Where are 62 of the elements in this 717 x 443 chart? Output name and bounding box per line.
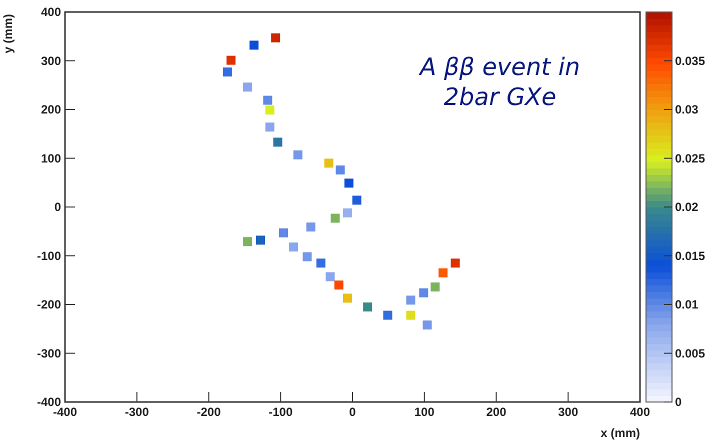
x-tick-label: 0	[349, 405, 356, 419]
point	[256, 236, 265, 245]
point	[334, 280, 344, 290]
point	[222, 67, 232, 76]
point	[406, 296, 416, 305]
y-tick-label: 200	[40, 102, 62, 116]
point	[406, 310, 416, 320]
color-bar-label: 0.035	[675, 54, 706, 68]
point	[271, 33, 280, 42]
x-tick-label: -200	[196, 405, 222, 419]
point	[226, 56, 236, 65]
color-bar-label: 0.005	[675, 346, 706, 360]
x-tick-label: -100	[268, 405, 293, 419]
point	[438, 268, 448, 278]
y-tick-label: -300	[36, 346, 62, 360]
point	[265, 105, 274, 114]
x-axis-title: x (mm)	[600, 426, 640, 440]
point	[342, 208, 352, 218]
text: A ββ event in 2bar GXe	[418, 53, 580, 111]
y-tick-label: 0	[54, 200, 62, 214]
point	[430, 282, 440, 292]
point	[344, 178, 354, 188]
point	[450, 258, 460, 268]
point	[306, 222, 316, 232]
point	[419, 288, 428, 298]
color-bar-label: 0.03	[675, 102, 699, 116]
y-tick-label: -200	[36, 298, 62, 312]
color-bar-label: 0.02	[675, 200, 699, 214]
x-tick-label: 100	[414, 405, 435, 419]
point	[273, 138, 282, 147]
point	[243, 237, 252, 246]
point	[363, 302, 372, 312]
point	[243, 82, 252, 92]
point	[279, 228, 288, 238]
y-tick-label: 400	[40, 5, 62, 19]
point	[352, 196, 362, 205]
x-tick-label: 400	[630, 405, 650, 419]
y-axis-title: y (mm)	[1, 14, 15, 54]
point	[263, 96, 272, 105]
y-tick-label: -100	[36, 248, 62, 263]
point	[289, 242, 298, 252]
color-bar-label: 0.01	[675, 298, 699, 312]
x-tick-label: 300	[558, 405, 578, 419]
point	[316, 258, 326, 268]
x-tick-label: -300	[124, 405, 150, 419]
color-bar-label: 0.015	[675, 248, 706, 263]
point	[342, 294, 352, 303]
point	[422, 320, 432, 330]
y-tick-label: 300	[40, 54, 62, 68]
point	[326, 272, 335, 282]
color-bar-label: 0	[675, 395, 682, 409]
y-tick-label: 100	[40, 151, 62, 166]
point	[336, 165, 345, 174]
color-bar-label: 0.025	[675, 151, 706, 166]
point	[324, 158, 334, 168]
point	[383, 310, 392, 320]
point	[293, 150, 302, 160]
point	[302, 252, 312, 262]
point	[330, 214, 340, 223]
x-tick-label: 200	[486, 405, 507, 419]
point	[265, 122, 274, 132]
point	[250, 40, 259, 50]
